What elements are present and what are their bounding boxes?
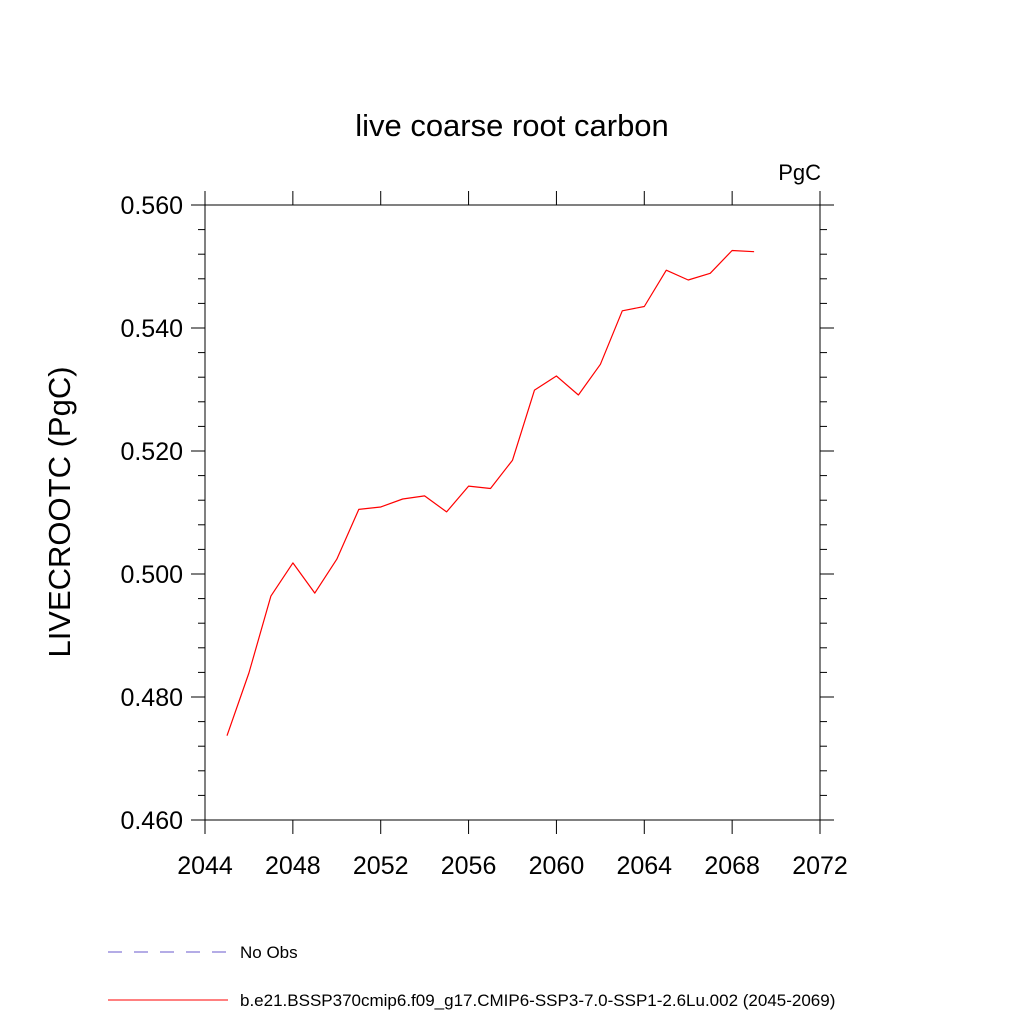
legend-label: No Obs <box>240 943 298 962</box>
x-tick-label: 2060 <box>529 852 585 880</box>
series-line <box>226 249 755 736</box>
x-tick-label: 2048 <box>265 852 321 880</box>
plot-frame <box>204 204 821 821</box>
y-tick-label: 0.520 <box>120 438 183 466</box>
chart-title: live coarse root carbon <box>355 108 669 143</box>
x-tick-label: 2052 <box>353 852 409 880</box>
legend-label: b.e21.BSSP370cmip6.f09_g17.CMIP6-SSP3-7.… <box>240 991 835 1010</box>
y-tick-label: 0.560 <box>120 192 183 220</box>
y-axis-ticks: 0.460 0.480 0.500 0.520 0.540 0.560 <box>120 192 834 835</box>
x-tick-label: 2044 <box>177 852 233 880</box>
series-group <box>226 249 755 736</box>
x-tick-label: 2056 <box>441 852 497 880</box>
y-tick-label: 0.460 <box>120 807 183 835</box>
y-axis-label: LIVECROOTC (PgC) <box>42 366 77 657</box>
x-tick-label: 2064 <box>616 852 672 880</box>
x-axis-ticks: 2044 2048 2052 2056 2060 2064 2068 2072 <box>177 191 848 880</box>
units-label: PgC <box>778 160 821 185</box>
legend: No Obs b.e21.BSSP370cmip6.f09_g17.CMIP6-S… <box>108 943 835 1010</box>
y-tick-label: 0.500 <box>120 561 183 589</box>
y-tick-label: 0.480 <box>120 684 183 712</box>
x-tick-label: 2072 <box>792 852 848 880</box>
x-tick-label: 2068 <box>704 852 760 880</box>
y-tick-label: 0.540 <box>120 315 183 343</box>
